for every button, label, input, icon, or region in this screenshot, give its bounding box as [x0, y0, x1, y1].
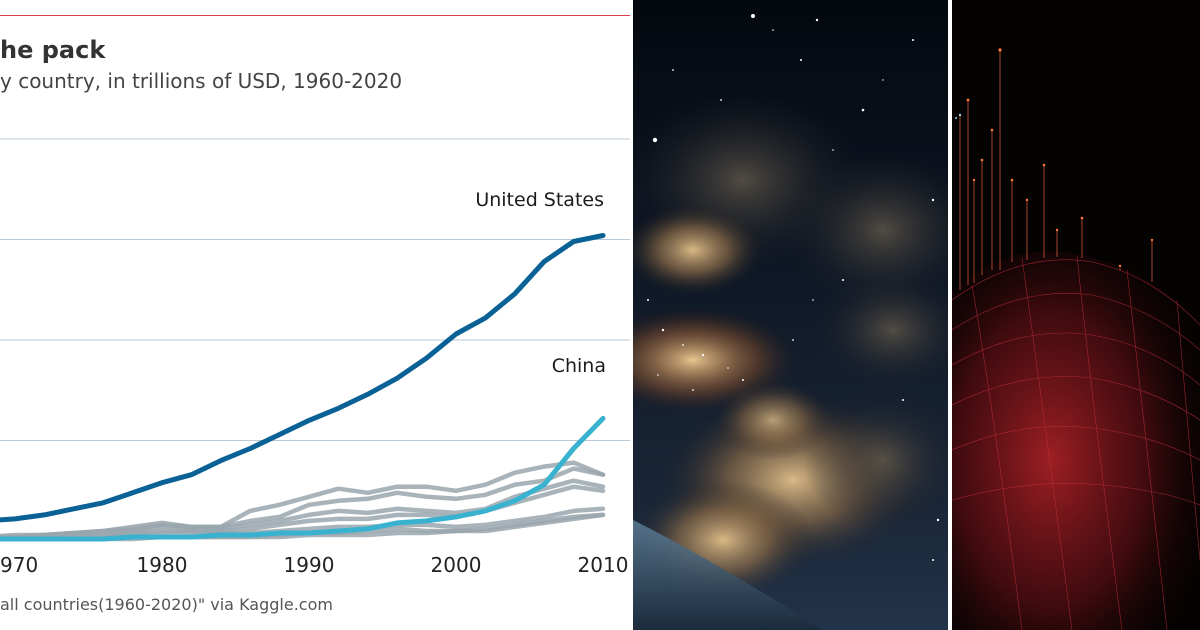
- series-line-china: [0, 415, 606, 542]
- space-clouds-art: [633, 0, 948, 630]
- chart-svg: he pack y country, in trillions of USD, …: [0, 15, 630, 614]
- gridlines: [0, 138, 630, 441]
- x-tick-1990: 1990: [284, 553, 335, 577]
- data-landscape-image: [952, 0, 1200, 630]
- series-label-china: China: [552, 355, 606, 377]
- series-line-other-4: [0, 478, 606, 540]
- chart-subtitle: y country, in trillions of USD, 1960-202…: [0, 69, 402, 93]
- x-tick-1970: 970: [0, 553, 38, 577]
- data-landscape-art: [952, 0, 1200, 630]
- series-line-united-states: [0, 233, 606, 523]
- series-label-united-states: United States: [475, 189, 604, 211]
- gdp-line-chart: he pack y country, in trillions of USD, …: [0, 15, 630, 614]
- x-tick-2000: 2000: [431, 553, 482, 577]
- source-note: all countries(1960-2020)" via Kaggle.com: [0, 595, 333, 614]
- x-tick-2010: 2010: [578, 553, 629, 577]
- panel-divider: [948, 0, 952, 630]
- x-tick-1980: 1980: [137, 553, 188, 577]
- x-axis-ticks: 970 1980 1990 2000 2010: [0, 553, 628, 577]
- series-labels: United States China: [475, 189, 606, 377]
- series-lines: [0, 233, 606, 542]
- chart-title: he pack: [0, 36, 106, 64]
- space-clouds-image: [633, 0, 948, 630]
